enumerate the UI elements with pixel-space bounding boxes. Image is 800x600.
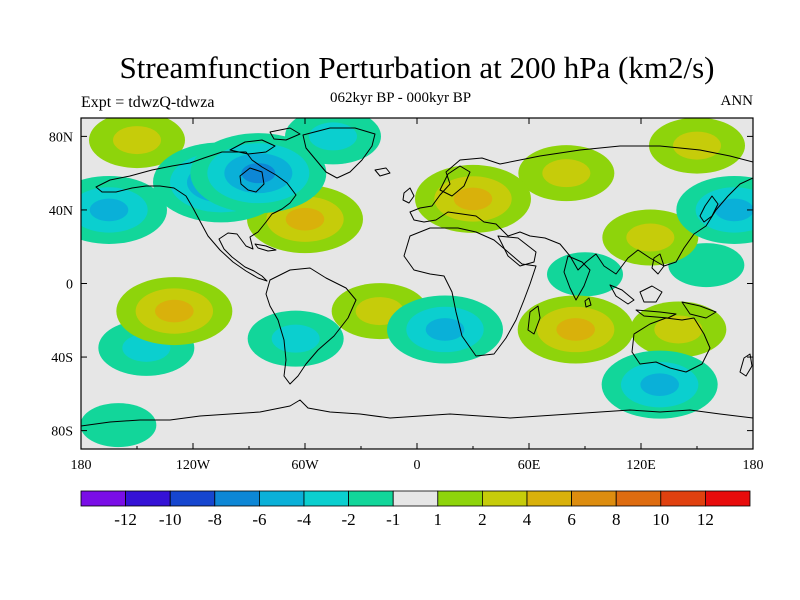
field-anomaly-5 bbox=[649, 118, 745, 174]
lon-tick-label: 120W bbox=[176, 458, 211, 473]
lon-tick-label: 60E bbox=[518, 458, 541, 473]
field-anomaly-6 bbox=[602, 209, 699, 266]
colorbar-label: 6 bbox=[567, 510, 576, 529]
coastlines bbox=[81, 127, 753, 427]
colorbar-swatch bbox=[169, 490, 216, 507]
field-anomaly-1 bbox=[547, 252, 623, 297]
colorbar-swatch bbox=[392, 490, 439, 507]
colorbar-label: -6 bbox=[252, 510, 266, 529]
colorbar-swatch bbox=[214, 490, 260, 507]
contour-band bbox=[155, 299, 194, 323]
field-anomaly-16 bbox=[601, 350, 718, 419]
lon-tick-label: 120E bbox=[626, 458, 656, 473]
period-label: 062kyr BP - 000kyr BP bbox=[330, 90, 472, 106]
contour-band bbox=[271, 324, 320, 353]
contour-band bbox=[285, 207, 325, 231]
field-anomaly-21 bbox=[190, 133, 327, 214]
lat-tick-label: 80N bbox=[49, 130, 73, 145]
colorbar-label: 8 bbox=[612, 510, 621, 529]
colorbar-label: -8 bbox=[208, 510, 222, 529]
colorbar-swatch bbox=[258, 490, 305, 507]
colorbar-label: -1 bbox=[386, 510, 400, 529]
colorbar-swatch bbox=[526, 490, 572, 507]
contour-band bbox=[309, 122, 357, 151]
contour-band bbox=[241, 163, 276, 184]
map-axes: 180 120W 60W 0 60E 120E 180 80N 40N 0 40S 80S bbox=[49, 118, 764, 473]
colorbar-swatch bbox=[348, 490, 394, 507]
contour-band bbox=[425, 318, 465, 341]
field-anomaly-3 bbox=[89, 118, 185, 169]
contour-band bbox=[81, 403, 157, 448]
colorbar: -12 -10 -8 -6 -4 -2 -1 1 2 4 6 8 10 12 bbox=[80, 490, 751, 529]
contour-band bbox=[89, 198, 129, 222]
contour-band bbox=[113, 126, 161, 155]
colorbar-label: -12 bbox=[114, 510, 137, 529]
colorbar-label: 10 bbox=[652, 510, 669, 529]
field-anomaly-15 bbox=[387, 295, 503, 364]
lat-tick-label: 80S bbox=[51, 425, 73, 440]
colorbar-swatch bbox=[437, 490, 483, 507]
field-anomaly-10 bbox=[630, 301, 727, 358]
lon-tick-label: 180 bbox=[71, 458, 92, 473]
contour-band bbox=[715, 198, 753, 222]
colorbar-label: 1 bbox=[434, 510, 443, 529]
lon-tick-label: 180 bbox=[743, 458, 764, 473]
contour-band bbox=[626, 223, 675, 252]
colorbar-swatch bbox=[80, 490, 126, 507]
field-anomaly-4 bbox=[518, 145, 615, 202]
contour-band bbox=[453, 187, 493, 211]
season-label: ANN bbox=[720, 93, 754, 109]
colorbar-swatch bbox=[571, 490, 617, 507]
colorbar-swatch bbox=[615, 490, 662, 507]
field-anomaly-19 bbox=[517, 295, 634, 364]
contour-band bbox=[673, 131, 721, 160]
contour-band bbox=[640, 373, 679, 396]
lon-tick-label: 60W bbox=[291, 458, 319, 473]
colorbar-label: 2 bbox=[478, 510, 487, 529]
lat-tick-label: 40S bbox=[51, 351, 73, 366]
field-anomaly-13 bbox=[415, 164, 531, 233]
field-anomaly-17 bbox=[81, 175, 167, 244]
experiment-label: Expt = tdwzQ-tdwza bbox=[81, 94, 215, 111]
colorbar-swatch bbox=[660, 490, 706, 507]
contour-band bbox=[654, 315, 703, 344]
field-anomaly-11 bbox=[247, 310, 344, 367]
contour-band bbox=[542, 159, 591, 188]
colorbar-swatch bbox=[303, 490, 349, 507]
lon-tick-label: 0 bbox=[414, 458, 421, 473]
colorbar-swatch bbox=[125, 490, 171, 507]
field-anomaly-14 bbox=[116, 277, 233, 346]
field-anomaly-2 bbox=[81, 403, 157, 448]
colorbar-label: 12 bbox=[697, 510, 714, 529]
streamfunction-field bbox=[81, 118, 753, 448]
colorbar-label: -2 bbox=[342, 510, 356, 529]
colorbar-label: -10 bbox=[159, 510, 182, 529]
colorbar-swatch bbox=[705, 490, 751, 507]
lat-tick-label: 40N bbox=[49, 204, 73, 219]
contour-band bbox=[556, 318, 595, 341]
colorbar-label: 4 bbox=[523, 510, 532, 529]
plot-title: Streamfunction Perturbation at 200 hPa (… bbox=[119, 50, 715, 85]
colorbar-swatch bbox=[481, 490, 528, 507]
contour-band bbox=[547, 252, 623, 297]
colorbar-label: -4 bbox=[297, 510, 312, 529]
lat-tick-label: 0 bbox=[66, 278, 73, 293]
